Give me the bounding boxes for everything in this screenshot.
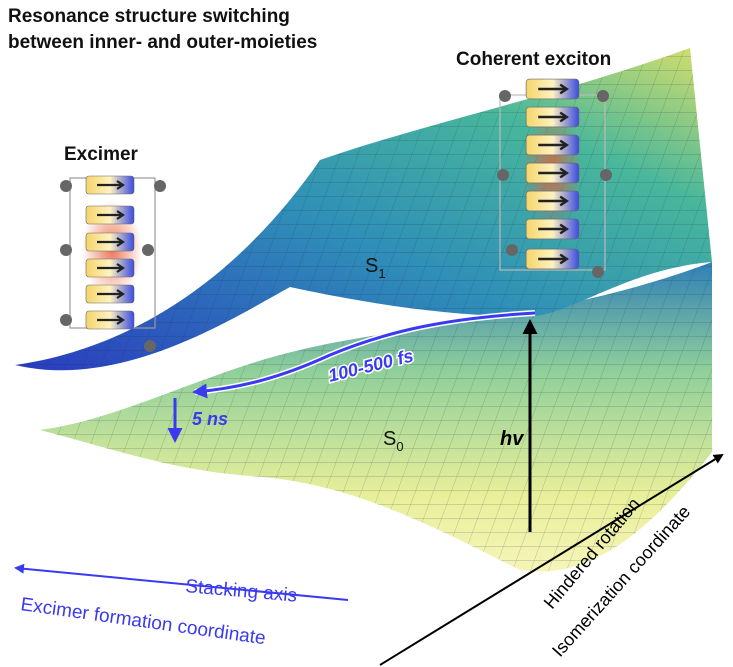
stacking-axis: [16, 568, 348, 600]
process-label: hv: [500, 428, 525, 450]
state-label: Excimer: [64, 144, 139, 165]
title-line: Resonance structure switching: [8, 6, 290, 27]
axis-label: Excimer formation coordinate: [19, 594, 267, 649]
surface-subscript: 0: [396, 439, 403, 454]
diagram: Resonance structure switching between in…: [0, 0, 733, 667]
surface-symbol: S: [383, 428, 396, 450]
surface-subscript: 1: [378, 266, 385, 281]
surface-symbol: S: [365, 255, 378, 277]
axis-label: Stacking axis: [185, 576, 298, 607]
state-label: Coherent exciton: [456, 49, 611, 70]
title-line: between inner- and outer-moieties: [8, 32, 317, 53]
process-label: 5 ns: [192, 409, 228, 429]
